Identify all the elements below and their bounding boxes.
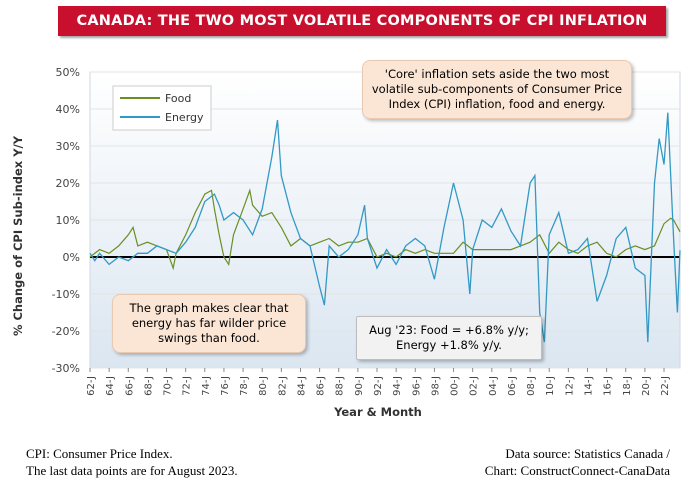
x-tick-label: 88-J [335,376,346,396]
x-tick-label: 92-J [373,376,384,396]
x-tick-label: 18-J [622,376,633,396]
y-tick-label: -30% [52,362,80,375]
x-tick-label: 70-J [163,376,174,396]
chart-title: CANADA: THE TWO MOST VOLATILE COMPONENTS… [58,6,666,36]
x-tick-label: 94-J [392,376,403,396]
x-tick-label: 76-J [220,376,231,396]
x-tick-label: 22-J [660,376,671,396]
x-tick-label: 66-J [124,376,135,396]
x-tick-label: 86-J [316,376,327,396]
x-tick-label: 10-J [545,376,556,396]
x-tick-label: 00-J [450,376,461,396]
core-inflation-note: 'Core' inflation sets aside the two most… [362,60,632,119]
y-tick-label: 50% [56,66,80,79]
x-tick-label: 02-J [469,376,480,396]
latest-food-text: Aug '23: Food = +6.8% y/y; [369,323,529,337]
latest-energy-text: Energy +1.8% y/y. [396,338,502,352]
y-tick-label: 20% [56,177,80,190]
x-tick-label: 74-J [201,376,212,396]
y-tick-label: -10% [52,288,80,301]
y-tick-label: 10% [56,214,80,227]
x-tick-label: 84-J [296,376,307,396]
x-tick-label: 78-J [239,376,250,396]
x-tick-label: 68-J [143,376,154,396]
x-tick-label: 72-J [182,376,193,396]
x-tick-label: 96-J [411,376,422,396]
footer-last-data: The last data points are for August 2023… [26,463,238,478]
x-tick-label: 98-J [430,376,441,396]
volatility-note: The graph makes clear that energy has fa… [112,294,306,353]
legend-energy-label: Energy [165,111,204,124]
x-tick-label: 08-J [526,376,537,396]
footer-right: Data source: Statistics Canada / Chart: … [485,445,670,479]
x-tick-label: 62-J [86,376,97,396]
latest-values-note: Aug '23: Food = +6.8% y/y; Energy +1.8% … [356,316,542,360]
food-series-line [89,188,681,271]
x-tick-label: 82-J [277,376,288,396]
x-tick-label: 20-J [641,376,652,396]
footer-left: CPI: Consumer Price Index. The last data… [26,445,238,479]
x-tick-label: 64-J [105,376,116,396]
x-tick-label: 12-J [564,376,575,396]
x-tick-label: 16-J [603,376,614,396]
y-tick-label: 30% [56,140,80,153]
footer-data-source: Data source: Statistics Canada / [505,446,670,461]
energy-series-line [89,112,681,343]
x-tick-label: 90-J [354,376,365,396]
y-tick-label: 0% [63,251,80,264]
x-tick-label: 06-J [507,376,518,396]
x-tick-label: 80-J [258,376,269,396]
x-tick-label: 14-J [583,376,594,396]
y-tick-label: -20% [52,325,80,338]
footer-cpi-definition: CPI: Consumer Price Index. [26,446,173,461]
x-tick-label: 04-J [488,376,499,396]
legend-food-label: Food [165,92,191,105]
legend-box [112,85,212,131]
y-tick-label: 40% [56,103,80,116]
footer-chart-credit: Chart: ConstructConnect-CanaData [484,463,670,478]
y-axis-label: % Change of CPI Sub-index Y/Y [11,135,25,336]
x-axis-label: Year & Month [333,405,422,419]
legend: Food Energy [112,85,212,131]
